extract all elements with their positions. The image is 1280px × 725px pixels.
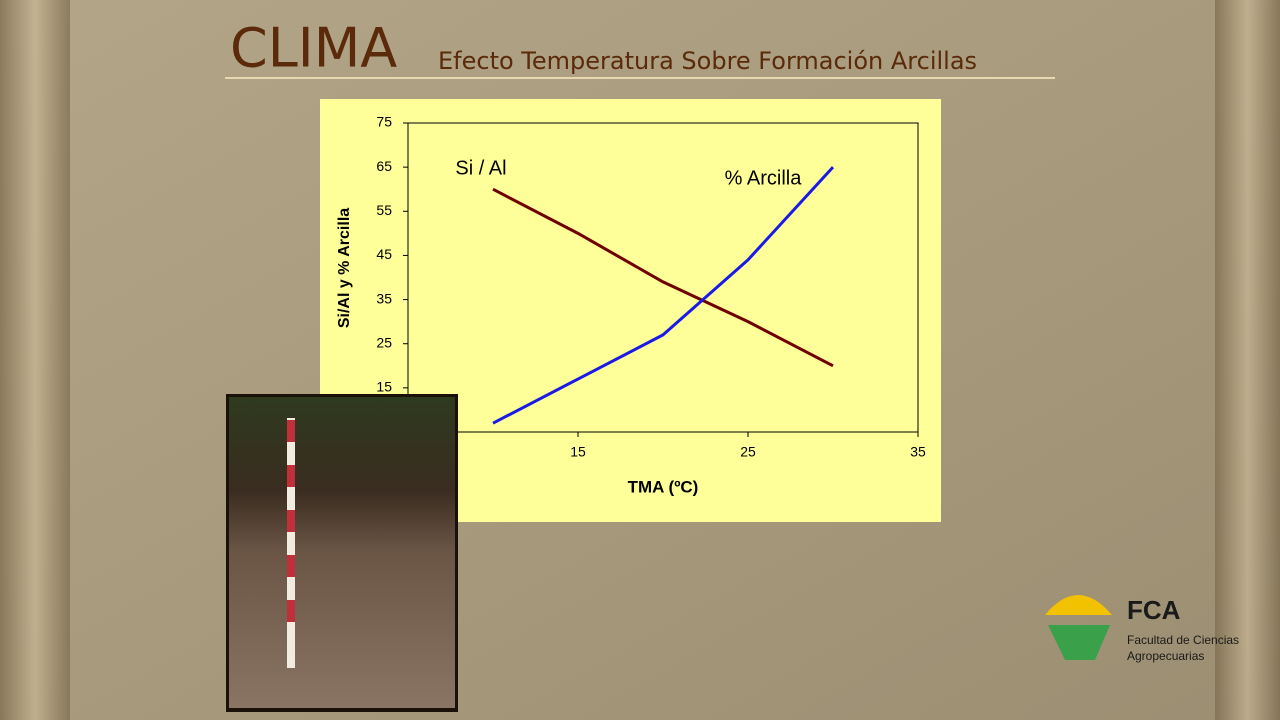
subtitle: Efecto Temperatura Sobre Formación Arcil… bbox=[438, 47, 977, 75]
series-label: % Arcilla bbox=[725, 167, 803, 189]
plot-frame bbox=[407, 122, 919, 433]
y-tick-label: 75 bbox=[376, 114, 392, 130]
title: CLIMA bbox=[230, 17, 397, 80]
x-axis-title: TMA (ºC) bbox=[628, 477, 699, 496]
y-tick-label: 55 bbox=[376, 202, 392, 218]
x-tick-label: 25 bbox=[740, 444, 756, 460]
x-tick-label: 35 bbox=[910, 444, 926, 460]
series-line bbox=[492, 187, 834, 368]
y-tick-label: 35 bbox=[376, 290, 392, 306]
logo-line: Facultad de Ciencias bbox=[1127, 633, 1239, 647]
series-label: Si / Al bbox=[455, 157, 506, 179]
y-tick-label: 65 bbox=[376, 158, 392, 174]
left-border bbox=[0, 0, 70, 720]
x-tick-label: 15 bbox=[570, 444, 586, 460]
logo bbox=[1045, 595, 1112, 660]
logo-name: FCA bbox=[1127, 595, 1181, 625]
series-line bbox=[492, 166, 835, 425]
y-tick-label: 45 bbox=[376, 246, 392, 262]
logo-line: Agropecuarias bbox=[1127, 649, 1204, 663]
y-tick-label: 25 bbox=[376, 334, 392, 350]
soil-photo bbox=[226, 394, 458, 712]
right-border bbox=[1215, 0, 1280, 720]
y-tick-label: 15 bbox=[376, 379, 392, 395]
y-axis-title: Si/Al y % Arcilla bbox=[336, 208, 353, 328]
